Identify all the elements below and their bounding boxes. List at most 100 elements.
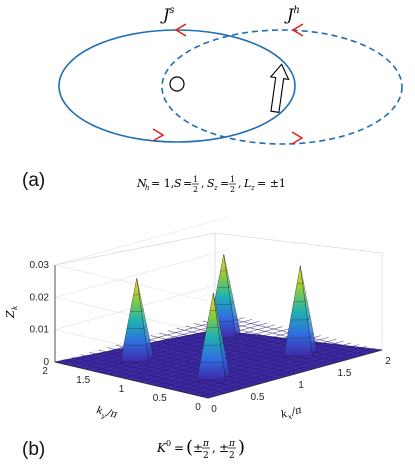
svg-text:k: k — [11, 306, 19, 310]
kx-tick-label: 0 — [211, 404, 217, 415]
peak-face — [300, 265, 317, 357]
arrow-js-bottom — [152, 128, 165, 142]
svg-text:π: π — [228, 439, 236, 449]
mesh-line — [159, 332, 313, 370]
svg-text:h: h — [145, 184, 150, 192]
svg-text:2: 2 — [193, 185, 198, 194]
svg-text:/π: /π — [290, 405, 304, 419]
mesh-line — [108, 326, 283, 375]
svg-text:= ±1: = ±1 — [257, 177, 286, 190]
kx-axis-label: k x /π — [280, 405, 304, 422]
panel-a-caption: N h = 1, S = 1 2 , S z = 1 2 , L z = ±1 — [136, 175, 286, 194]
mesh-line — [100, 324, 275, 374]
peak — [120, 278, 154, 363]
label-js: Js — [160, 5, 175, 24]
peak-mesh — [200, 357, 227, 363]
ky-tick-label: 0.5 — [153, 393, 167, 404]
svg-text:1: 1 — [193, 175, 198, 184]
svg-text:(: ( — [186, 437, 193, 458]
z-tick-label: 0 — [43, 357, 49, 368]
axis-kx — [207, 349, 383, 399]
svg-text:x: x — [287, 413, 293, 422]
svg-text:1: 1 — [230, 175, 235, 184]
svg-text:2: 2 — [230, 185, 235, 194]
peak-face — [223, 254, 241, 339]
spin-arrow — [269, 63, 290, 113]
svg-text:,: , — [238, 177, 242, 190]
svg-text:±: ± — [219, 441, 229, 455]
svg-text:,: , — [212, 441, 216, 455]
mesh-line — [168, 330, 322, 368]
peak-face — [136, 278, 154, 363]
peak-mesh — [287, 332, 314, 339]
svg-text:,: , — [201, 177, 205, 190]
svg-text:L: L — [243, 177, 251, 190]
svg-text:S: S — [207, 177, 215, 190]
peaks — [120, 254, 317, 381]
kx-tick-label: 1 — [298, 380, 304, 391]
axis-ky — [54, 361, 209, 399]
peak — [196, 292, 230, 381]
z-tick-label: 0.03 — [30, 260, 50, 271]
arrow-jh-bottom — [291, 131, 304, 145]
panel-b-caption: K 0 = ( ± π 2 , ± π 2 ) — [156, 437, 245, 461]
svg-text:0: 0 — [166, 439, 171, 448]
svg-text:2: 2 — [203, 451, 209, 461]
svg-text:±: ± — [193, 441, 203, 455]
svg-text:S: S — [174, 177, 182, 190]
peak-mesh — [206, 325, 220, 329]
peak-mesh — [133, 293, 141, 296]
peak-mesh — [123, 340, 150, 346]
kx-tick-label: 1.5 — [338, 368, 352, 379]
label-jh: Jh — [284, 5, 300, 24]
svg-text:y: y — [100, 411, 108, 420]
peak-mesh — [293, 299, 307, 303]
z-tick-label: 0.01 — [30, 325, 50, 336]
svg-text:N: N — [136, 177, 147, 190]
loop-jh — [161, 29, 403, 145]
svg-text:=: = — [220, 177, 229, 190]
ky-tick-label: 2 — [42, 366, 48, 377]
hole-circle — [169, 76, 185, 92]
ky-tick-label: 1.5 — [76, 375, 90, 386]
panel-b-label: (b) — [22, 439, 45, 460]
kx-tick-label: 2 — [385, 356, 391, 367]
peak-mesh — [220, 269, 228, 272]
panel-a-label: (a) — [22, 170, 45, 191]
arrow-js-top — [174, 23, 187, 37]
ky-ticks: 0 0.5 1 1.5 2 — [42, 366, 201, 413]
ky-axis-label: k y /π — [95, 405, 119, 421]
svg-text:2: 2 — [229, 451, 235, 461]
peak-mesh — [296, 282, 304, 284]
z-ticks: 0 0.01 0.02 0.03 — [30, 260, 50, 368]
arrow-jh-top — [291, 23, 304, 37]
peak-face — [213, 292, 230, 381]
svg-text:/π: /π — [105, 407, 119, 420]
svg-text:K: K — [156, 441, 167, 455]
panel-a: Js Jh (a) N h = 1, S = 1 2 , S z = 1 2 ,… — [22, 5, 403, 194]
panel-b: 0 0.01 0.02 0.03 0 0.5 1 1.5 2 0 0.5 1 1.5 2 Z k k … — [4, 216, 391, 461]
peak-mesh — [203, 341, 224, 346]
svg-text:=: = — [174, 441, 184, 455]
ky-tick-label: 1 — [119, 384, 125, 395]
peak-mesh — [213, 300, 234, 305]
kx-ticks: 0 0.5 1 1.5 2 — [211, 356, 391, 415]
svg-text:k: k — [280, 409, 289, 421]
peak — [283, 265, 317, 357]
kx-tick-label: 0.5 — [251, 392, 265, 403]
svg-text:k: k — [95, 405, 103, 417]
svg-text:z: z — [250, 184, 255, 192]
mesh-line — [150, 335, 304, 372]
peak-mesh — [126, 324, 147, 329]
ky-tick-label: 0 — [195, 402, 201, 413]
peak-mesh — [130, 309, 144, 312]
svg-text:z: z — [213, 184, 218, 192]
peak-mesh — [209, 309, 217, 311]
svg-text:Z: Z — [4, 310, 17, 319]
svg-text:=: = — [183, 177, 192, 190]
peak-mesh — [290, 316, 311, 321]
mesh-line — [176, 328, 330, 365]
svg-text:π: π — [202, 439, 210, 449]
svg-text:= 1,: = 1, — [151, 177, 174, 190]
